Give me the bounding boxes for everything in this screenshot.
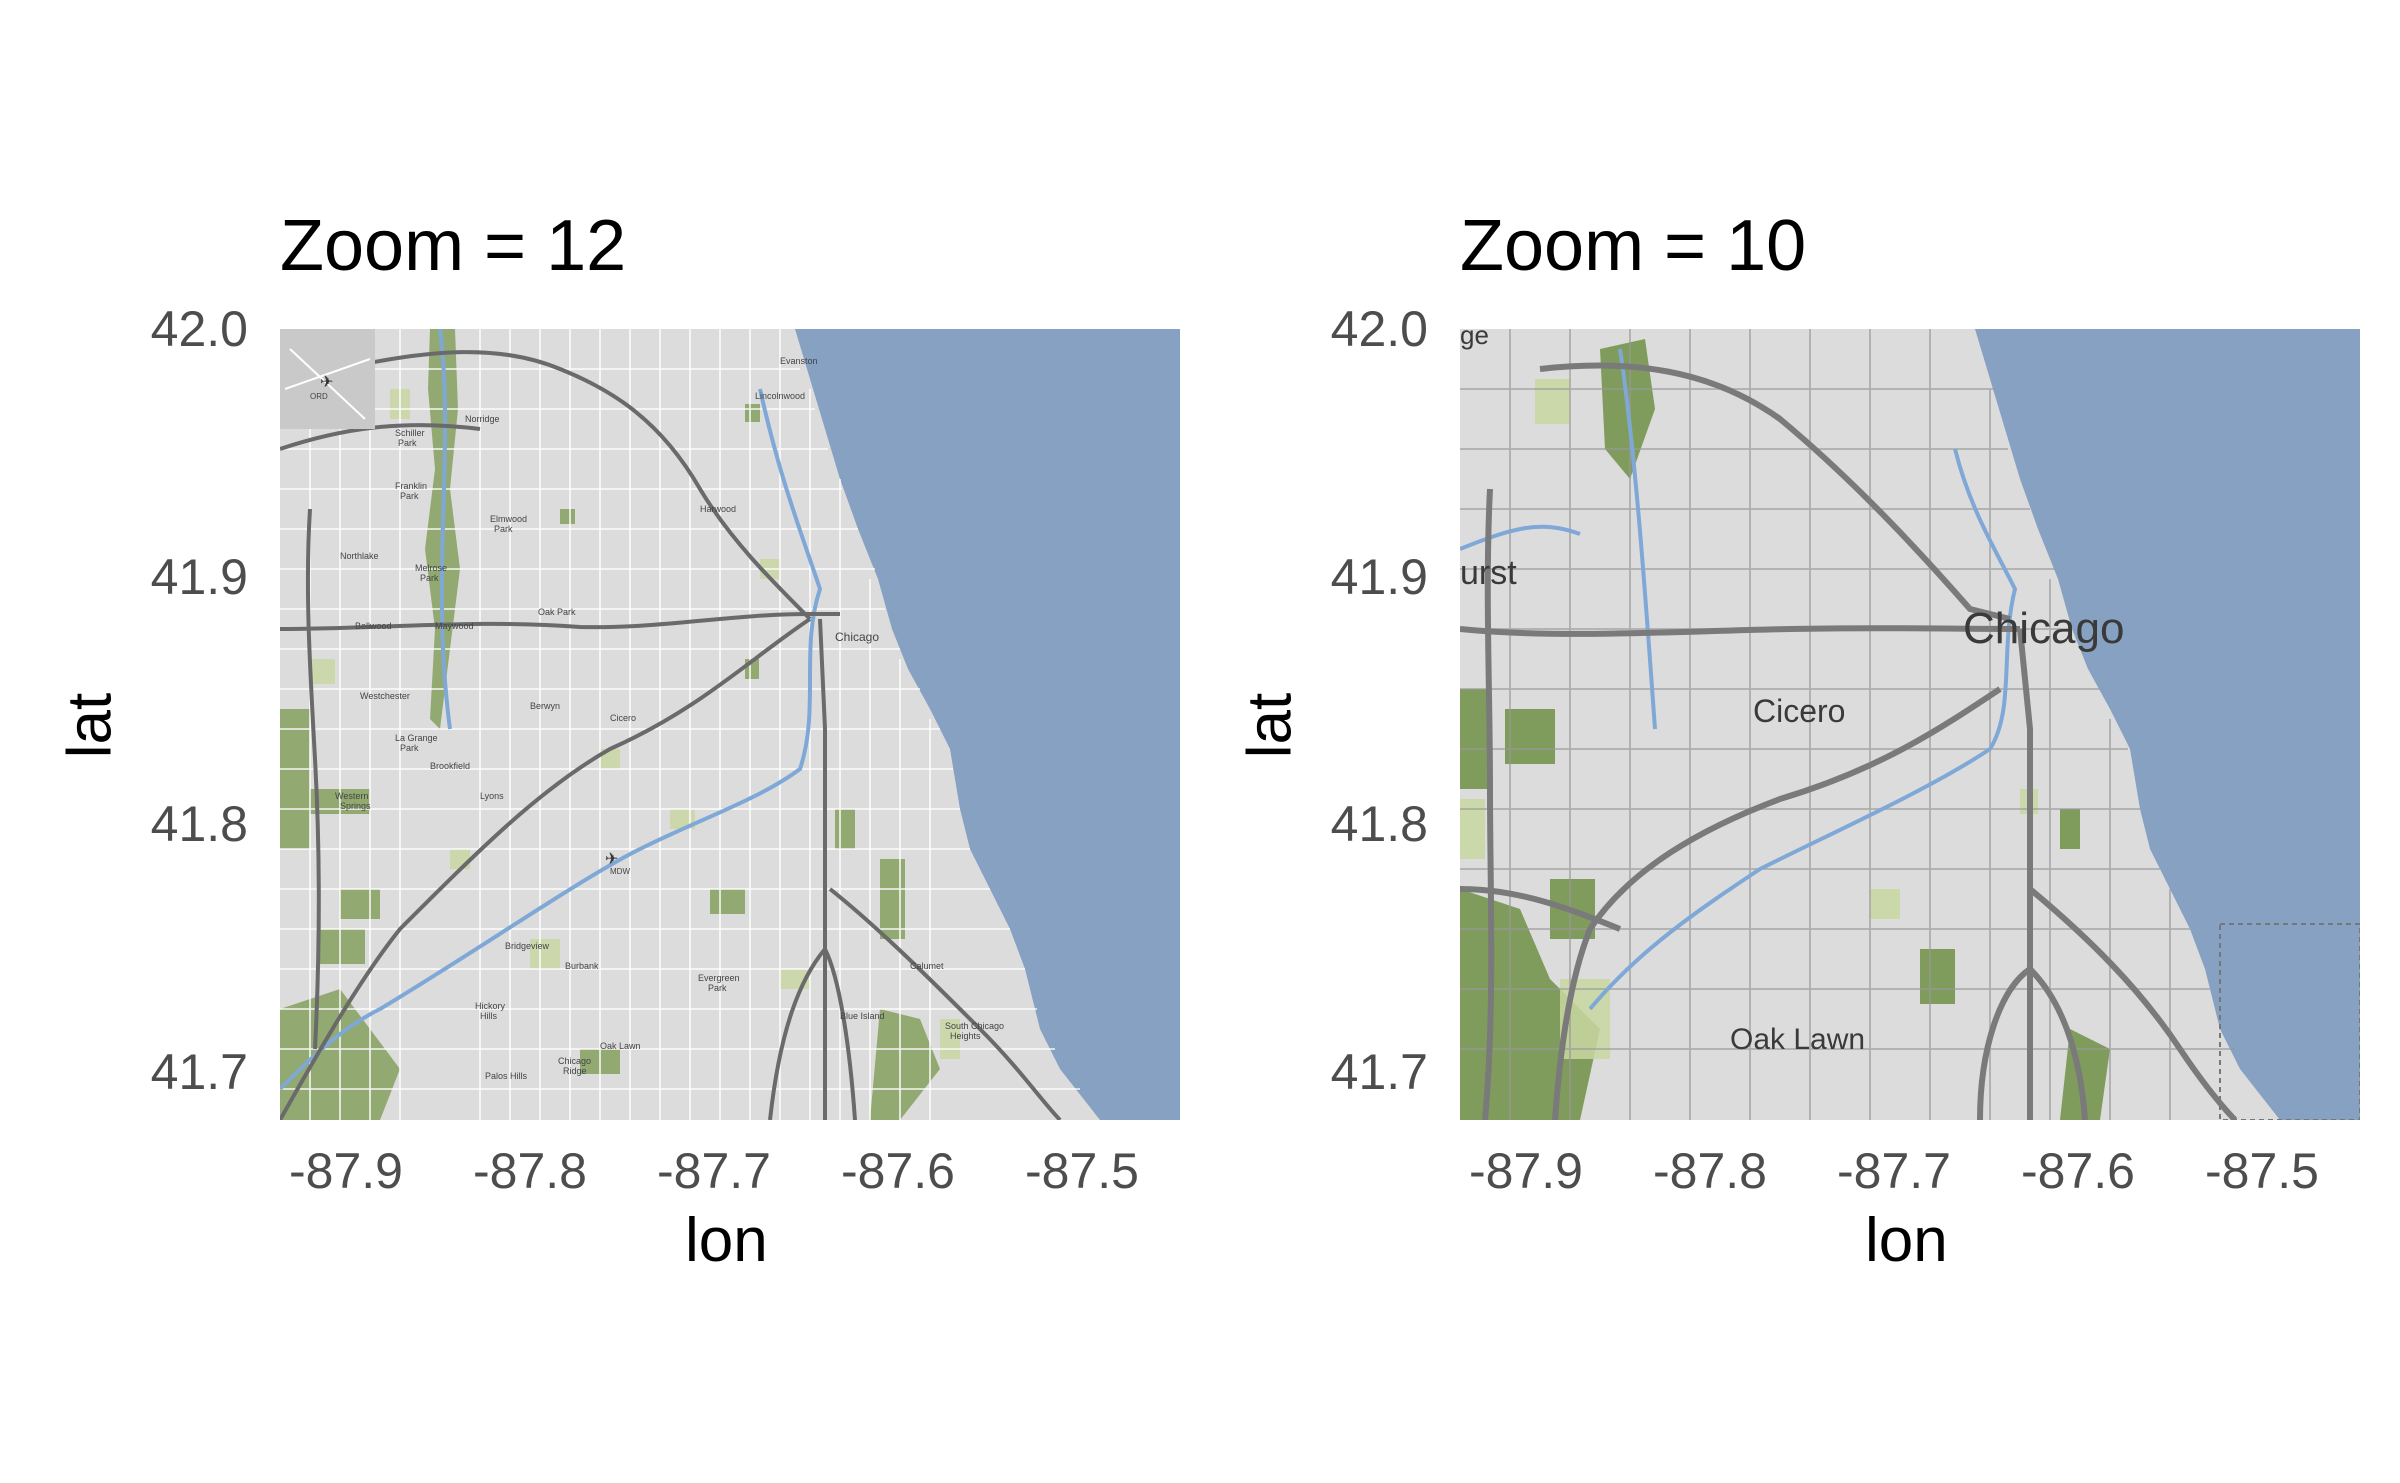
svg-text:Blue Island: Blue Island	[840, 1011, 885, 1021]
svg-text:Park: Park	[420, 573, 439, 583]
panel-title: Zoom = 10	[1460, 206, 1807, 286]
x-tick-label: -87.8	[473, 1143, 587, 1199]
svg-text:Norridge: Norridge	[465, 414, 500, 424]
highways	[280, 350, 1062, 1120]
x-tick-label: -87.5	[2205, 1143, 2319, 1199]
highways	[1460, 362, 2238, 1120]
svg-text:Maywood: Maywood	[435, 621, 474, 631]
panel-title: Zoom = 12	[280, 206, 627, 286]
y-tick-label: 42.0	[1330, 301, 1428, 357]
y-tick-label: 41.7	[1330, 1044, 1428, 1100]
svg-text:Franklin: Franklin	[395, 481, 427, 491]
svg-text:Western: Western	[335, 791, 368, 801]
street-grid	[1460, 329, 2235, 1120]
svg-text:Park: Park	[398, 438, 417, 448]
x-tick-label: -87.5	[1025, 1143, 1139, 1199]
svg-text:Oak Lawn: Oak Lawn	[600, 1041, 641, 1051]
svg-text:Cicero: Cicero	[1753, 693, 1845, 729]
svg-text:Cicero: Cicero	[610, 713, 636, 723]
x-tick-label: -87.7	[1837, 1143, 1951, 1199]
panel-zoom-12: Zoom = 12 lat 42.0 41.9 41.8 41.7	[55, 206, 1180, 1275]
y-tick-label: 41.8	[1330, 796, 1428, 852]
svg-text:Lincolnwood: Lincolnwood	[755, 391, 805, 401]
airport-icon: ✈	[320, 374, 333, 391]
svg-text:ORD: ORD	[310, 392, 328, 401]
svg-text:Evergreen: Evergreen	[698, 973, 740, 983]
svg-text:Hills: Hills	[480, 1011, 497, 1021]
svg-text:Evanston: Evanston	[780, 356, 818, 366]
light-parks	[1460, 379, 2038, 1059]
x-tick-label: -87.6	[2021, 1143, 2135, 1199]
svg-text:Park: Park	[494, 524, 513, 534]
svg-text:Hickory: Hickory	[475, 1001, 506, 1011]
svg-text:Palos Hills: Palos Hills	[485, 1071, 528, 1081]
svg-text:Oak Lawn: Oak Lawn	[1730, 1023, 1865, 1056]
svg-text:Northlake: Northlake	[340, 551, 379, 561]
svg-text:Calumet: Calumet	[910, 961, 944, 971]
river	[280, 329, 823, 1091]
y-tick-label: 41.9	[1330, 549, 1428, 605]
svg-text:Lyons: Lyons	[480, 791, 504, 801]
svg-text:La Grange: La Grange	[395, 733, 438, 743]
y-tick-label: 41.8	[150, 796, 248, 852]
light-parks	[310, 389, 960, 1059]
svg-text:Westchester: Westchester	[360, 691, 410, 701]
svg-text:Harwood: Harwood	[700, 504, 736, 514]
y-tick-label: 41.9	[150, 549, 248, 605]
svg-text:Springs: Springs	[340, 801, 371, 811]
lake-michigan	[1975, 329, 2360, 1120]
svg-text:Park: Park	[400, 491, 419, 501]
y-tick-label: 41.7	[150, 1044, 248, 1100]
x-axis-title: lon	[685, 1206, 768, 1275]
y-axis-title: lat	[1235, 692, 1305, 759]
panel-zoom-10: Zoom = 10 lat 42.0 41.9 41.8 41.7	[1180, 0, 2380, 1483]
svg-text:South Chicago: South Chicago	[945, 1021, 1004, 1031]
svg-text:Schiller: Schiller	[395, 428, 425, 438]
y-tick-label: 42.0	[150, 301, 248, 357]
x-tick-label: -87.6	[841, 1143, 955, 1199]
x-tick-label: -87.9	[1469, 1143, 1583, 1199]
svg-text:MDW: MDW	[610, 867, 630, 876]
svg-text:Melrose: Melrose	[415, 563, 447, 573]
svg-text:Park: Park	[708, 983, 727, 993]
svg-text:urst: urst	[1460, 554, 1517, 592]
svg-text:Park: Park	[400, 743, 419, 753]
river	[1460, 348, 2018, 1011]
svg-text:Ridge: Ridge	[563, 1066, 587, 1076]
place-labels: Chicago Cicero Oak Lawn urst ge	[1460, 329, 2124, 1056]
svg-text:Burbank: Burbank	[565, 961, 599, 971]
x-axis-title: lon	[1865, 1206, 1948, 1275]
map-tiles[interactable]: Chicago Cicero Oak Lawn urst ge	[1460, 329, 2360, 1120]
svg-text:Brookfield: Brookfield	[430, 761, 470, 771]
svg-text:Oak Park: Oak Park	[538, 607, 576, 617]
lake-michigan	[795, 329, 1180, 1120]
x-tick-label: -87.7	[657, 1143, 771, 1199]
svg-text:Bellwood: Bellwood	[355, 621, 392, 631]
svg-text:Chicago: Chicago	[558, 1056, 591, 1066]
svg-text:Bridgeview: Bridgeview	[505, 941, 550, 951]
svg-text:Heights: Heights	[950, 1031, 981, 1041]
svg-text:Chicago: Chicago	[835, 630, 879, 644]
x-tick-label: -87.9	[289, 1143, 403, 1199]
svg-text:Elmwood: Elmwood	[490, 514, 527, 524]
svg-text:Berwyn: Berwyn	[530, 701, 560, 711]
parks	[1460, 339, 2110, 1120]
svg-text:Chicago: Chicago	[1963, 604, 2124, 653]
street-grid	[280, 329, 1080, 1120]
airport-icon: ✈	[605, 851, 618, 868]
svg-text:ge: ge	[1460, 329, 1489, 350]
x-tick-label: -87.8	[1653, 1143, 1767, 1199]
y-axis-title: lat	[55, 692, 125, 759]
